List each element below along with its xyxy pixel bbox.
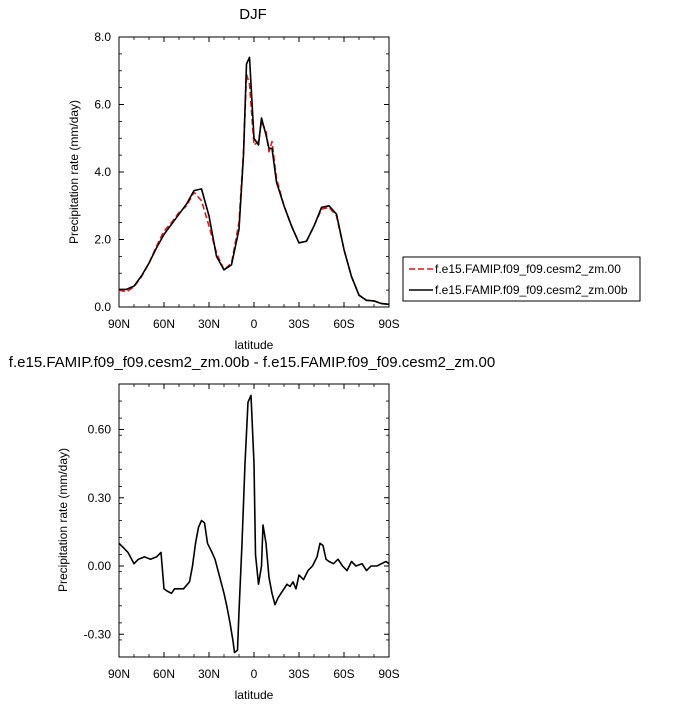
top-x-axis-label: latitude bbox=[235, 338, 274, 352]
top-y-ticks: 0.0 2.0 4.0 6.0 8.0 bbox=[94, 30, 389, 314]
bottom-series bbox=[118, 394, 390, 654]
top-series bbox=[118, 56, 390, 306]
x-tick-label: 0 bbox=[251, 667, 258, 681]
top-x-ticks: 90N 60N 30N 0 30S 60S 90S bbox=[108, 37, 400, 331]
y-tick-label: 4.0 bbox=[94, 165, 111, 179]
bottom-y-axis-label: Precipitation rate (mm/day) bbox=[56, 448, 70, 592]
y-tick-label: 6.0 bbox=[94, 98, 111, 112]
x-tick-label: 90S bbox=[378, 317, 399, 331]
legend-box bbox=[402, 256, 641, 302]
bottom-chart: f.e15.FAMIP.f09_f09.cesm2_zm.00b - f.e15… bbox=[9, 354, 495, 702]
series-line-1 bbox=[118, 394, 390, 654]
x-tick-label: 60N bbox=[153, 317, 175, 331]
bottom-y-ticks: -0.30 0.00 0.30 0.60 bbox=[84, 383, 389, 658]
y-tick-label: 0.30 bbox=[88, 491, 112, 505]
series-line-1 bbox=[118, 73, 390, 306]
x-tick-label: 90N bbox=[108, 317, 130, 331]
x-tick-label: 30S bbox=[288, 667, 309, 681]
y-tick-label: 0.0 bbox=[94, 300, 111, 314]
x-tick-label: 30S bbox=[288, 317, 309, 331]
legend: f.e15.FAMIP.f09_f09.cesm2_zm.00 f.e15.FA… bbox=[402, 256, 641, 302]
x-tick-label: 60S bbox=[333, 317, 354, 331]
x-tick-label: 90S bbox=[378, 667, 399, 681]
y-tick-label: 8.0 bbox=[94, 30, 111, 44]
bottom-chart-frame bbox=[118, 383, 390, 658]
x-tick-label: 60S bbox=[333, 667, 354, 681]
top-chart: DJF 90N 60N 30N 0 30S 60S 90S 0.02.04.06.08.0 … bbox=[67, 6, 641, 352]
x-tick-label: 60N bbox=[153, 667, 175, 681]
x-tick-label: 90N bbox=[108, 667, 130, 681]
legend-label-series-2: f.e15.FAMIP.f09_f09.cesm2_zm.00b bbox=[435, 283, 628, 297]
y-tick-label: 0.60 bbox=[88, 423, 112, 437]
y-tick-label: 0.00 bbox=[88, 559, 112, 573]
legend-label-series-1: f.e15.FAMIP.f09_f09.cesm2_zm.00 bbox=[435, 262, 621, 276]
bottom-chart-title: f.e15.FAMIP.f09_f09.cesm2_zm.00b - f.e15… bbox=[9, 354, 495, 371]
x-tick-label: 30N bbox=[198, 317, 220, 331]
y-tick-label: -0.30 bbox=[84, 627, 112, 641]
bottom-x-ticks: 90N 60N 30N 0 30S 60S 90S bbox=[108, 384, 400, 681]
series-line-2 bbox=[119, 56, 390, 306]
x-tick-label: 30N bbox=[198, 667, 220, 681]
top-chart-title: DJF bbox=[239, 6, 267, 23]
bottom-x-axis-label: latitude bbox=[235, 688, 274, 702]
y-tick-label: 2.0 bbox=[94, 233, 111, 247]
x-tick-label: 0 bbox=[251, 317, 258, 331]
top-y-axis-label: Precipitation rate (mm/day) bbox=[67, 100, 81, 244]
